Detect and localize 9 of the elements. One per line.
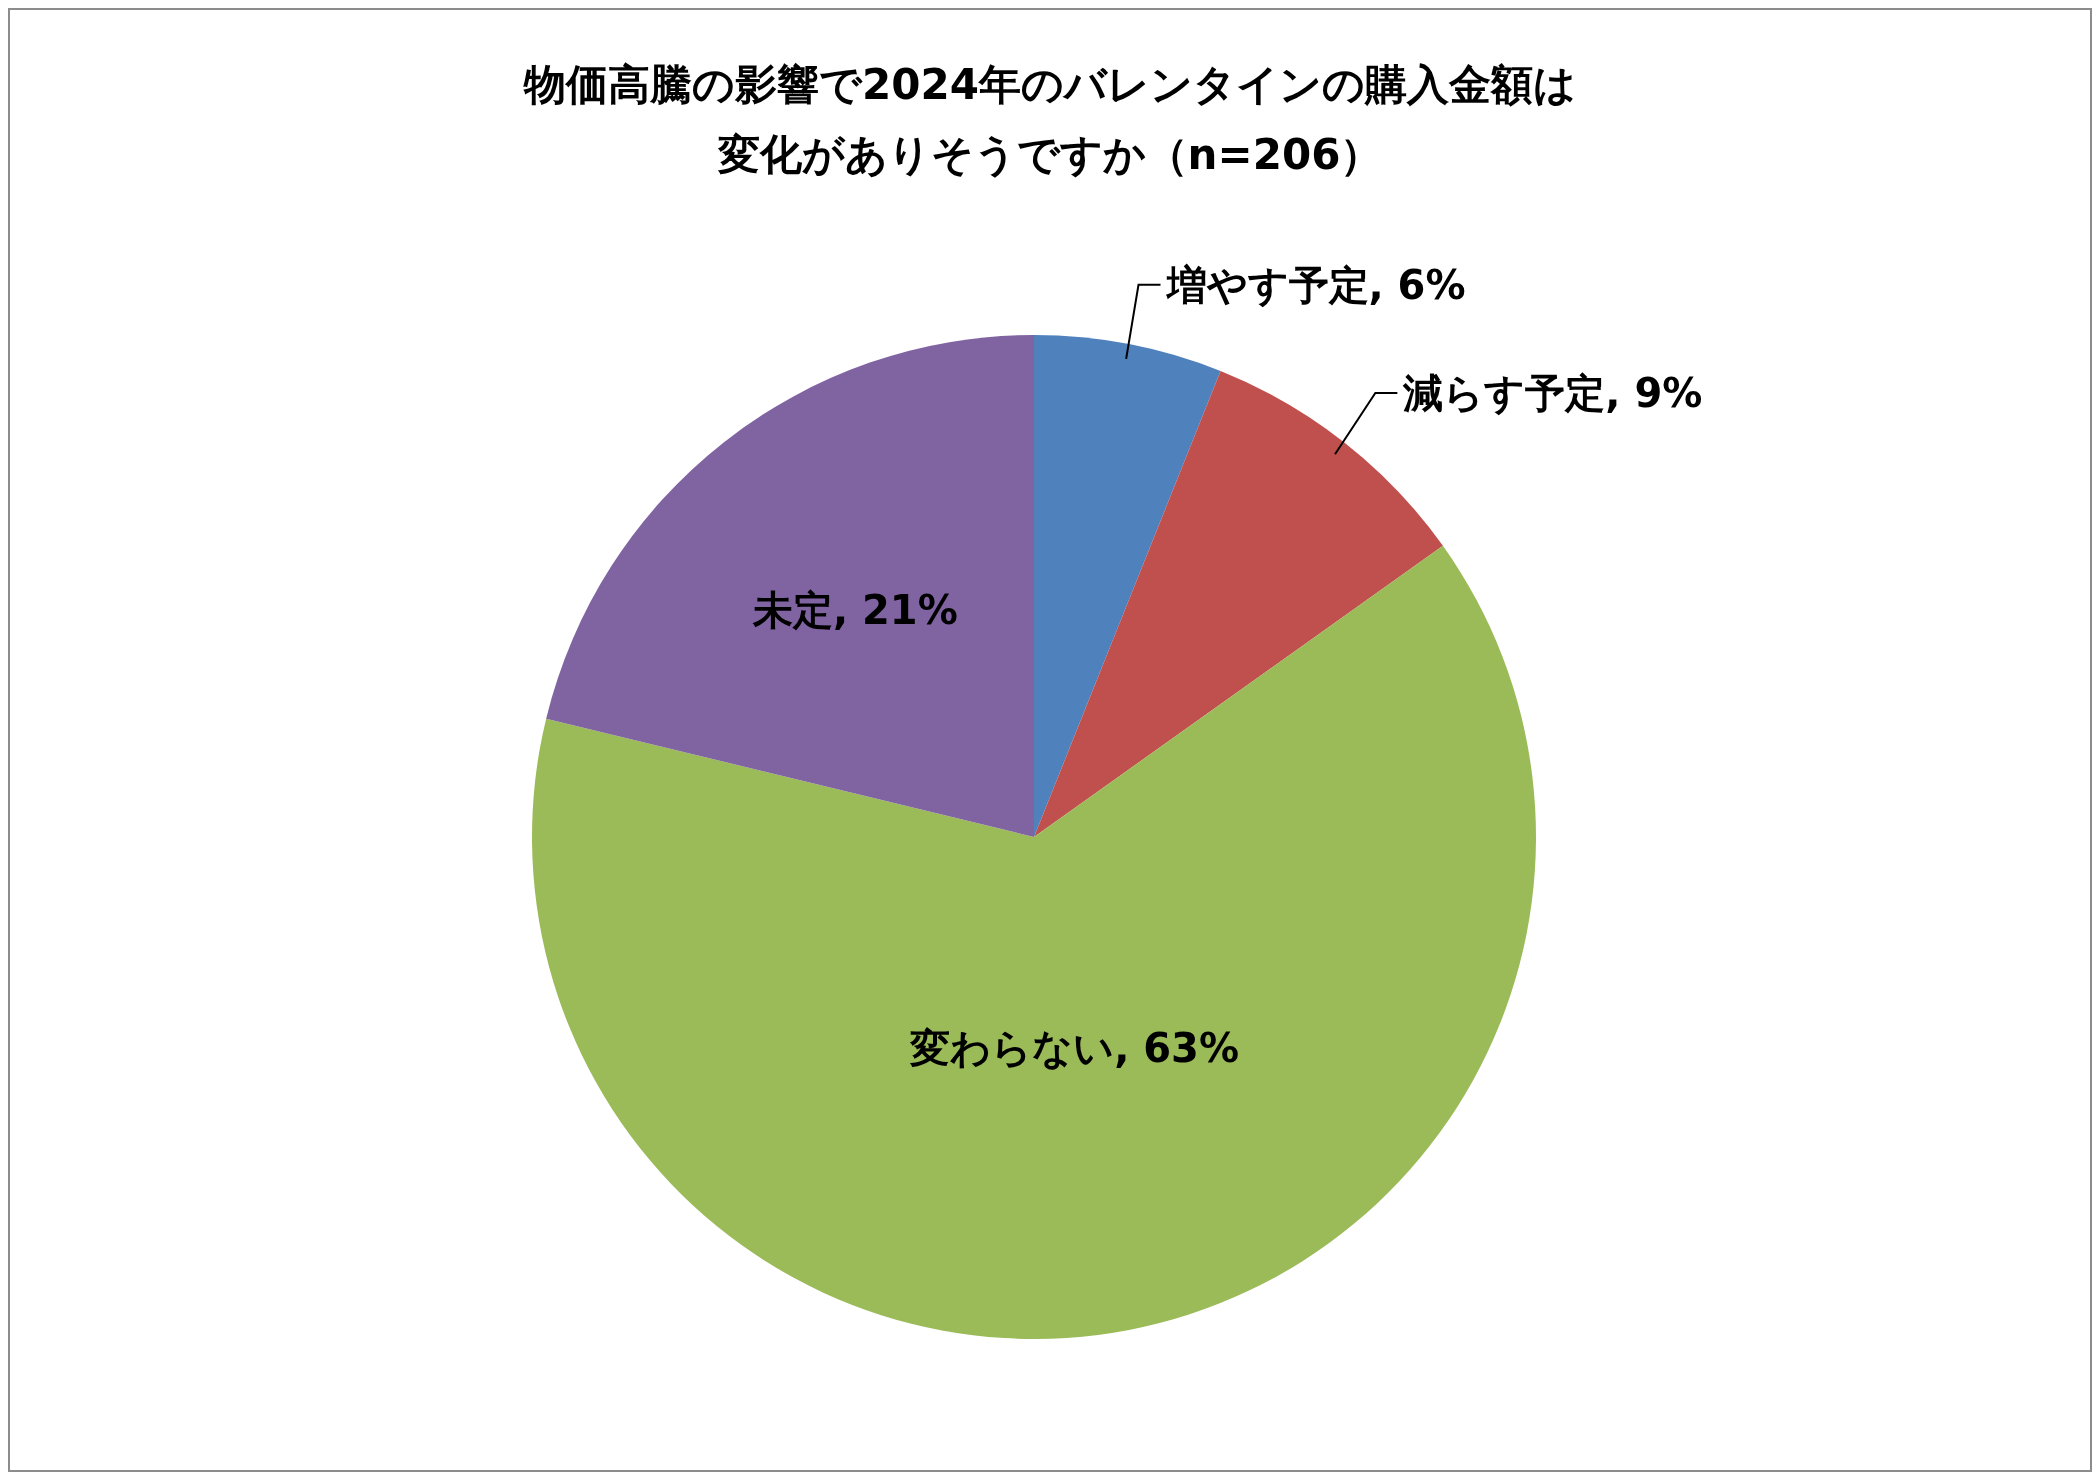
- chart-title: 物価高騰の影響で2024年のバレンタインの購入金額は変化がありそうですか（n=206）: [522, 59, 1577, 181]
- slice-label: 変わらない, 63%: [909, 1024, 1240, 1071]
- pie-slice: [1034, 370, 1443, 837]
- pie-slice: [532, 545, 1536, 1339]
- slice-label: 未定, 21%: [751, 586, 958, 633]
- pie-slice: [546, 335, 1034, 837]
- slice-label: 減らす予定, 9%: [1402, 369, 1703, 416]
- slice-label: 増やす予定, 6%: [1164, 261, 1466, 308]
- pie-slice: [1034, 335, 1221, 837]
